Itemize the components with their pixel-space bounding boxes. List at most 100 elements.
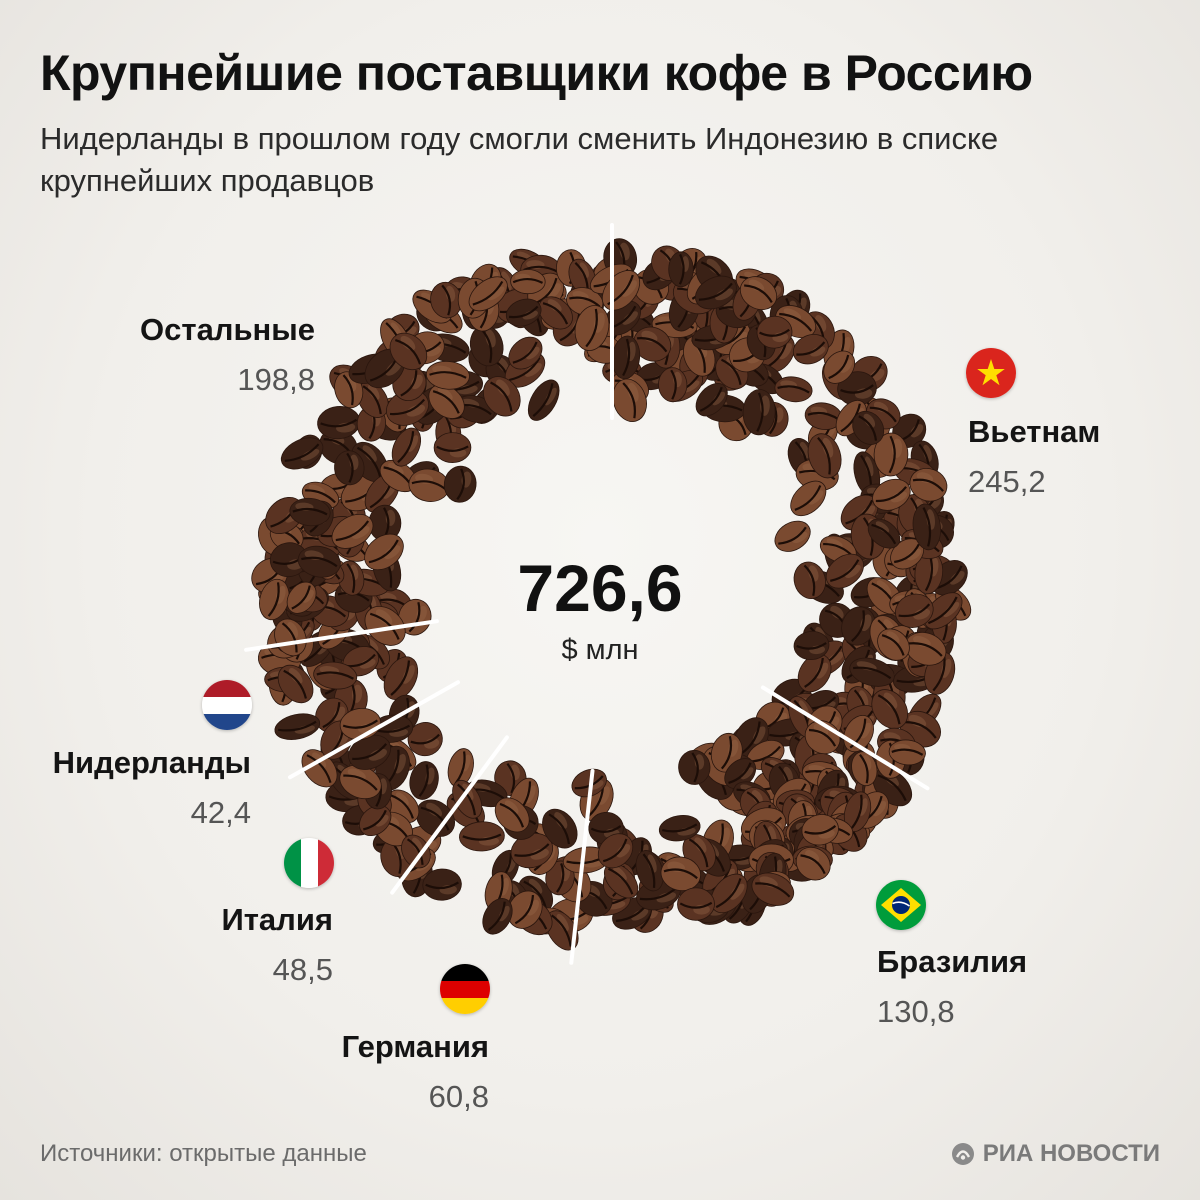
coffee-bean: [425, 360, 470, 390]
coffee-bean: [510, 269, 546, 295]
coffee-bean: [408, 468, 450, 502]
coffee-bean: [280, 437, 324, 470]
coffee-bean: [823, 350, 856, 384]
coffee-bean: [756, 315, 793, 349]
coffee-bean: [912, 503, 941, 551]
total-value: 726,6: [517, 551, 683, 625]
coffee-bean: [877, 628, 910, 661]
coffee-bean: [774, 376, 813, 403]
coffee-bean: [505, 298, 542, 327]
coffee-bean: [383, 656, 419, 700]
coffee-bean: [407, 722, 443, 757]
coffee-bean: [455, 395, 495, 423]
segment-label-germany: Германия 60,8: [342, 1027, 489, 1117]
coffee-bean: [459, 821, 505, 852]
segment-name: Остальные: [140, 312, 315, 347]
segment-divider-3: [390, 735, 509, 895]
coffee-bean: [695, 275, 737, 310]
coffee-bean: [317, 406, 361, 440]
segment-label-vietnam: Вьетнам 245,2: [968, 412, 1100, 502]
coffee-bean: [678, 749, 711, 785]
coffee-beans-layer: [251, 238, 972, 951]
coffee-bean: [658, 367, 688, 403]
coffee-bean: [422, 868, 462, 901]
ria-logo-icon: [951, 1143, 974, 1165]
coffee-bean: [797, 653, 832, 693]
coffee-bean: [443, 465, 477, 503]
coffee-bean: [259, 578, 290, 621]
segment-divider-1: [760, 685, 930, 791]
coffee-bean: [574, 305, 610, 351]
coffee-bean: [888, 739, 926, 766]
coffee-bean: [837, 371, 877, 406]
coffee-bean: [508, 336, 543, 370]
coffee-bean: [545, 910, 579, 951]
coffee-bean: [359, 805, 392, 837]
infographic-subtitle: Нидерланды в прошлом году смогли сменить…: [40, 121, 999, 198]
coffee-bean: [668, 251, 694, 288]
coffee-bean: [890, 538, 925, 570]
total-unit: $ млн: [561, 634, 639, 666]
coffee-bean: [895, 593, 934, 628]
segment-value: 198,8: [237, 362, 315, 397]
coffee-bean: [494, 797, 530, 833]
coffee-bean: [297, 545, 341, 578]
segment-name: Вьетнам: [968, 414, 1101, 449]
coffee-bean: [742, 389, 776, 436]
coffee-bean: [597, 833, 634, 869]
coffee-bean: [286, 581, 317, 614]
coffee-bean: [825, 553, 864, 589]
segment-value: 42,4: [190, 795, 251, 830]
segment-label-brazil: Бразилия 130,8: [877, 942, 1027, 1032]
coffee-bean: [851, 751, 878, 787]
coffee-bean: [334, 450, 365, 486]
segment-name: Нидерланды: [52, 745, 251, 780]
coffee-bean: [872, 478, 911, 511]
segment-divider-4: [288, 680, 460, 780]
brand-logo: РИА НОВОСТИ: [951, 1140, 1160, 1168]
coffee-bean: [385, 389, 430, 426]
coffee-bean: [660, 856, 701, 892]
source-note: Источники: открытые данные: [40, 1140, 367, 1167]
segment-value: 245,2: [968, 464, 1046, 499]
coffee-bean: [658, 815, 701, 842]
coffee-bean: [804, 402, 843, 430]
coffee-bean: [428, 384, 465, 419]
coffee-bean: [433, 432, 472, 464]
coffee-bean: [562, 846, 610, 874]
coffee-bean: [793, 630, 830, 661]
brazil-flag-icon: [876, 880, 926, 930]
coffee-bean: [274, 618, 307, 657]
coffee-bean: [695, 383, 728, 417]
coffee-bean: [793, 561, 826, 599]
coffee-bean: [633, 326, 672, 362]
coffee-bean: [274, 713, 321, 740]
coffee-bean: [841, 606, 876, 646]
coffee-bean: [849, 657, 895, 687]
coffee-bean: [469, 325, 504, 367]
segment-dividers: [244, 223, 930, 965]
coffee-bean: [807, 433, 842, 479]
coffee-bean: [751, 872, 795, 906]
coffee-bean: [774, 520, 811, 552]
coffee-bean: [409, 761, 439, 800]
coffee-bean: [510, 832, 554, 869]
coffee-bean: [603, 863, 639, 899]
coffee-bean: [612, 378, 647, 422]
coffee-bean: [391, 427, 422, 467]
coffee-bean: [611, 335, 641, 380]
coffee-bean: [482, 898, 513, 935]
brand-name: РИА НОВОСТИ: [982, 1140, 1160, 1167]
coffee-bean: [507, 890, 543, 929]
coffee-bean: [923, 592, 963, 630]
coffee-bean: [739, 276, 778, 311]
coffee-bean: [339, 764, 382, 800]
segment-label-italy: Италия 48,5: [221, 900, 333, 990]
netherlands-flag-icon: [202, 680, 252, 730]
coffee-bean: [348, 734, 391, 770]
coffee-bean: [873, 432, 909, 477]
segment-value: 130,8: [877, 994, 955, 1029]
coffee-bean: [795, 846, 831, 881]
coffee-bean: [843, 791, 872, 832]
